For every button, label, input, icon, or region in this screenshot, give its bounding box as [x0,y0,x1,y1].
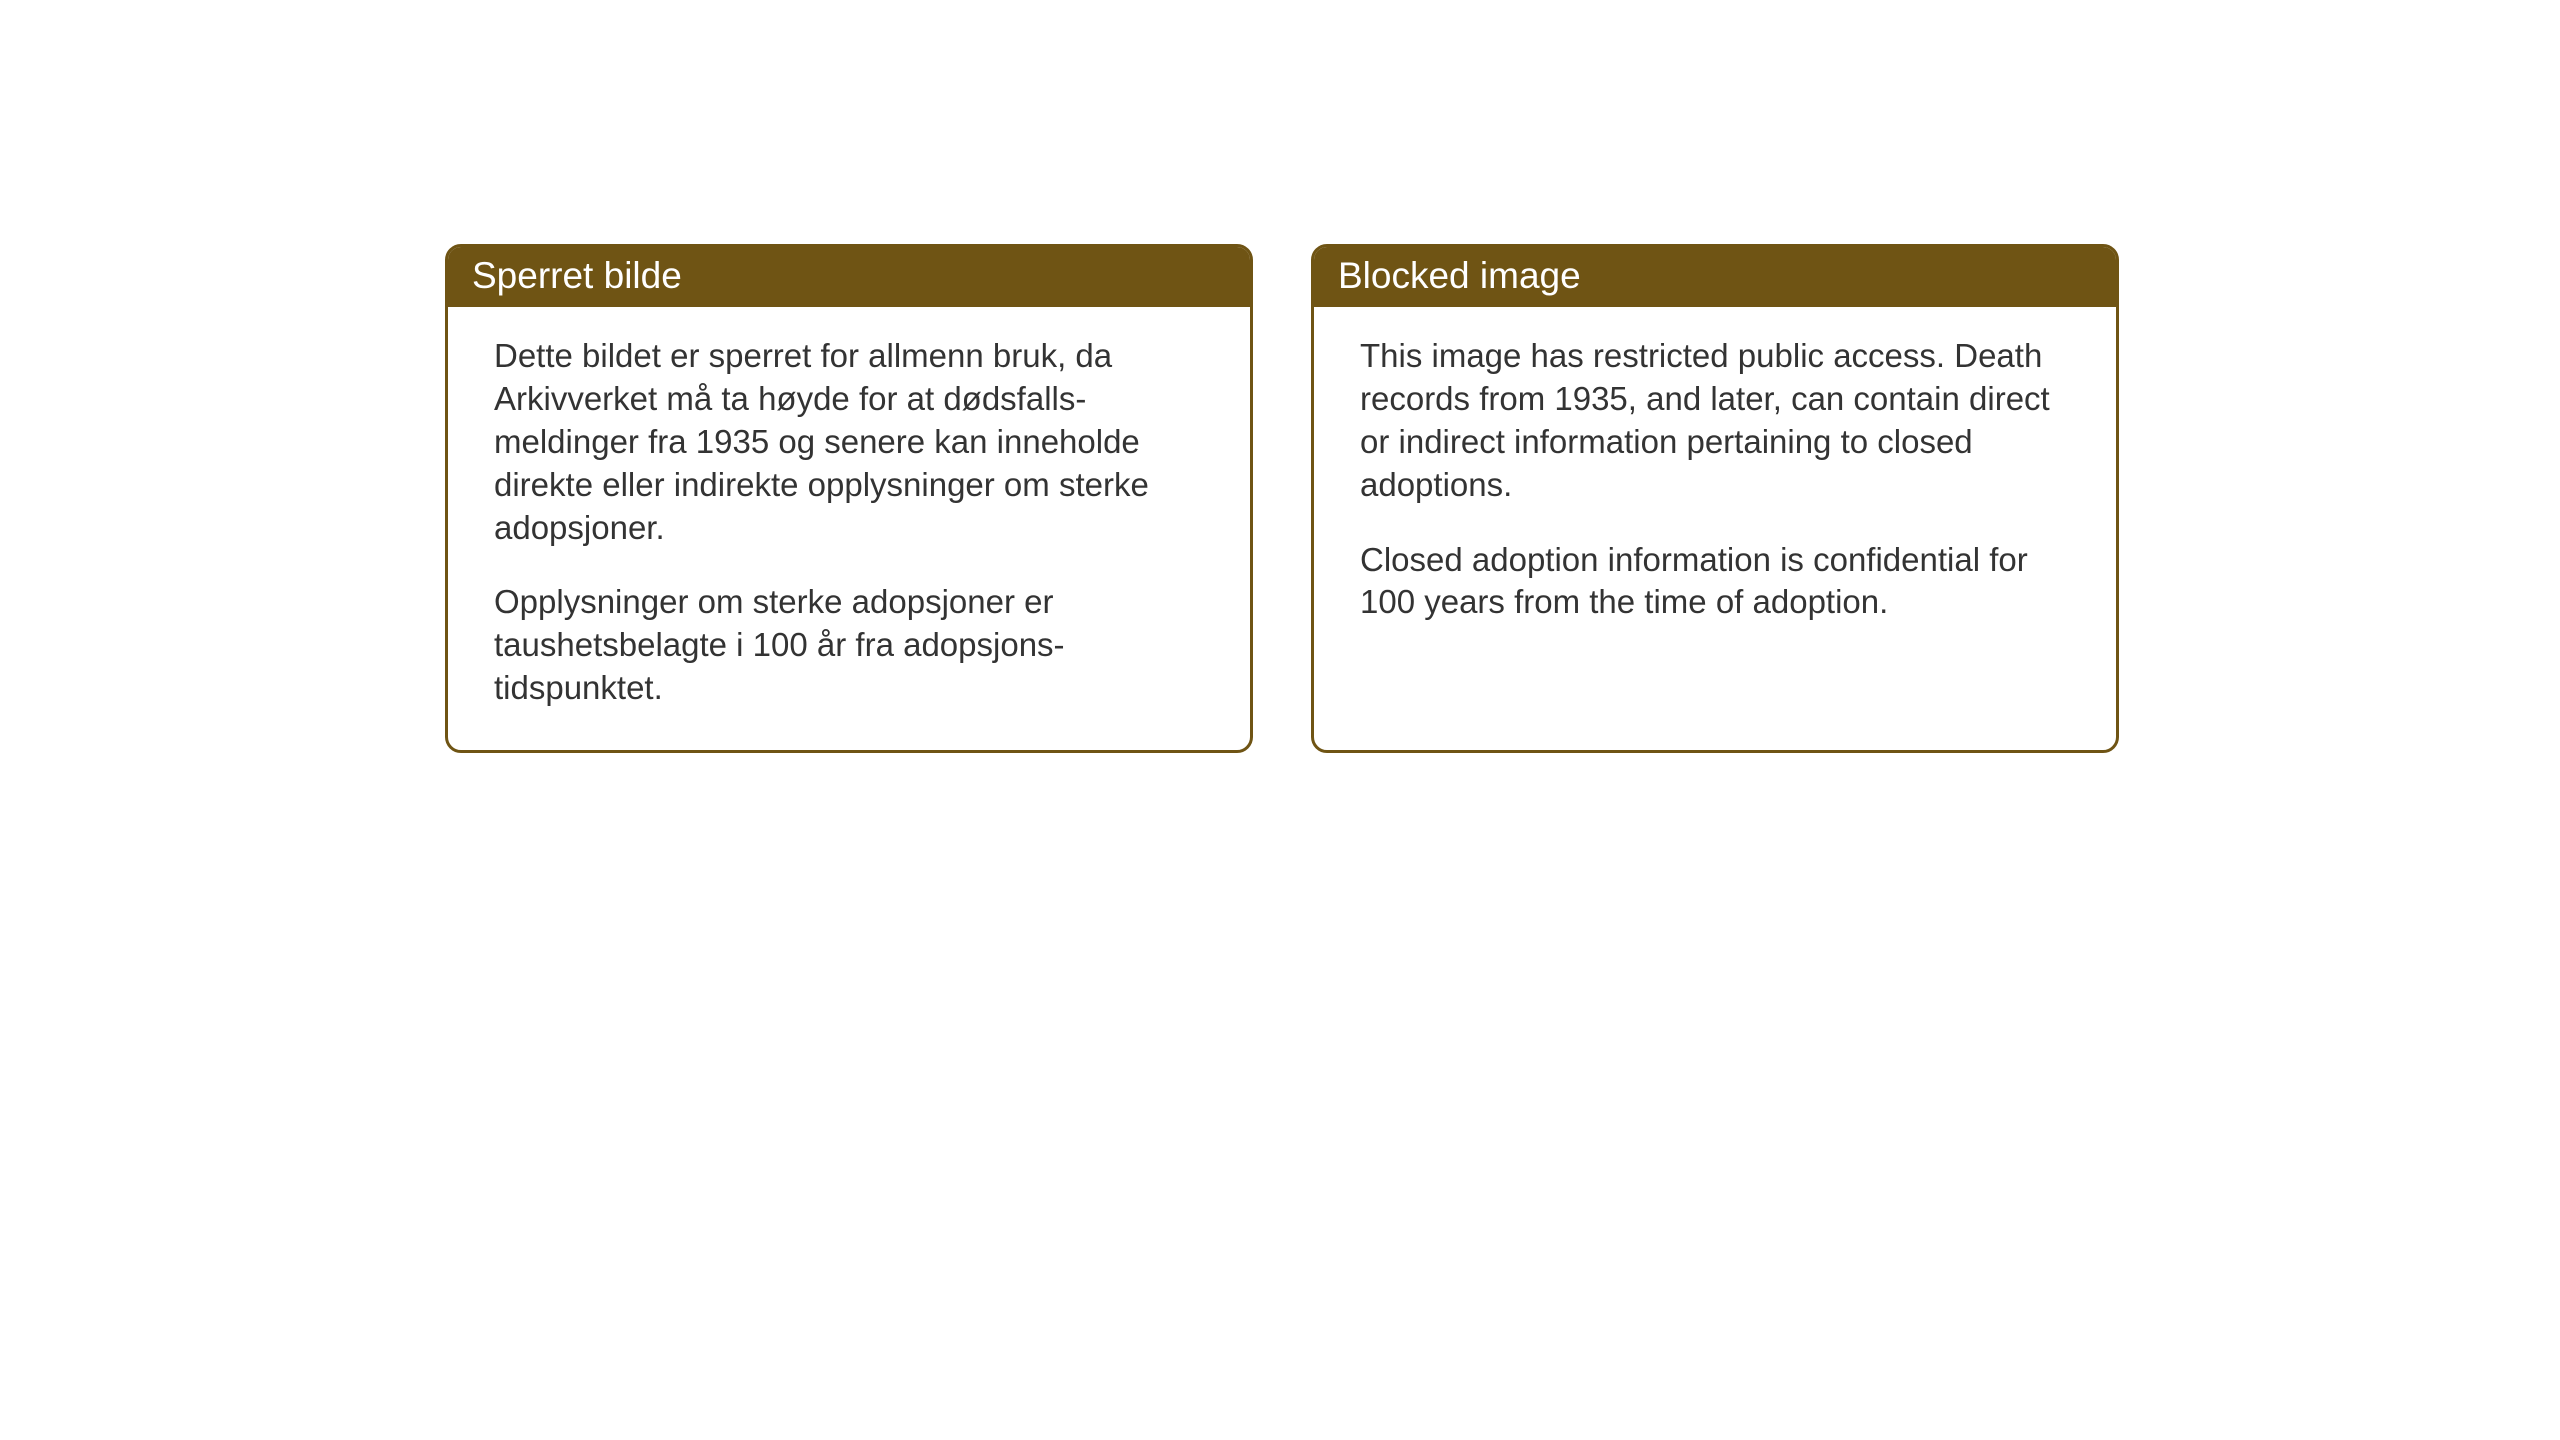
notice-paragraph: This image has restricted public access.… [1360,335,2076,507]
notice-paragraph: Dette bildet er sperret for allmenn bruk… [494,335,1210,549]
notice-container: Sperret bilde Dette bildet er sperret fo… [445,244,2119,753]
notice-card-norwegian: Sperret bilde Dette bildet er sperret fo… [445,244,1253,753]
notice-card-english: Blocked image This image has restricted … [1311,244,2119,753]
notice-title: Blocked image [1338,255,1581,296]
notice-header-english: Blocked image [1314,247,2116,307]
notice-body-english: This image has restricted public access.… [1314,307,2116,664]
notice-paragraph: Opplysninger om sterke adopsjoner er tau… [494,581,1210,710]
notice-title: Sperret bilde [472,255,682,296]
notice-body-norwegian: Dette bildet er sperret for allmenn bruk… [448,307,1250,750]
notice-paragraph: Closed adoption information is confident… [1360,539,2076,625]
notice-header-norwegian: Sperret bilde [448,247,1250,307]
